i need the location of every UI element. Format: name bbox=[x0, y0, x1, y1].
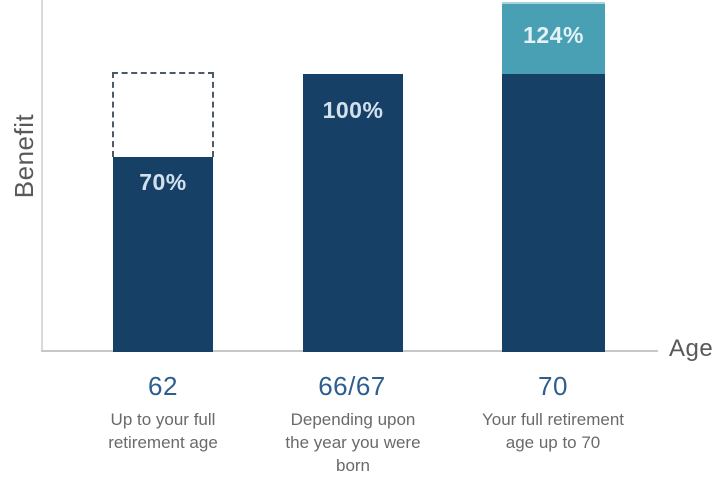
y-axis-line bbox=[41, 0, 43, 351]
caption-age-70-line-1: Your full retirement bbox=[481, 410, 625, 429]
caption-age-66-67-line-3: born bbox=[335, 456, 371, 475]
tick-age-70: 70 bbox=[538, 371, 568, 401]
bar-value-label-66-67: 100% bbox=[322, 97, 384, 123]
bar-age-70-base-segment bbox=[502, 74, 605, 352]
caption-age-66-67-line-2: the year you were bbox=[285, 433, 421, 452]
caption-age-70-line-2: age up to 70 bbox=[505, 433, 601, 452]
bar-age-70-delayed-credit-segment: 124% bbox=[502, 2, 605, 74]
tick-age-66-67: 66/67 bbox=[318, 371, 386, 401]
caption-age-66-67: Depending upon the year you were born bbox=[258, 408, 448, 477]
y-axis-label: Benefit bbox=[9, 113, 39, 199]
tick-age-62: 62 bbox=[148, 371, 178, 401]
full-benefit-reference-outline bbox=[112, 72, 214, 157]
bar-age-62: 70% bbox=[113, 157, 213, 352]
x-axis-label: Age bbox=[669, 335, 714, 362]
caption-age-62-line-1: Up to your full bbox=[110, 410, 216, 429]
caption-age-62: Up to your full retirement age bbox=[73, 408, 253, 454]
bar-value-label-62: 70% bbox=[139, 169, 187, 195]
bar-age-66-67: 100% bbox=[303, 74, 403, 352]
caption-age-70: Your full retirement age up to 70 bbox=[458, 408, 648, 454]
caption-age-62-line-2: retirement age bbox=[108, 433, 218, 452]
caption-age-66-67-line-1: Depending upon bbox=[290, 410, 416, 429]
bar-value-label-70: 124% bbox=[523, 22, 584, 48]
